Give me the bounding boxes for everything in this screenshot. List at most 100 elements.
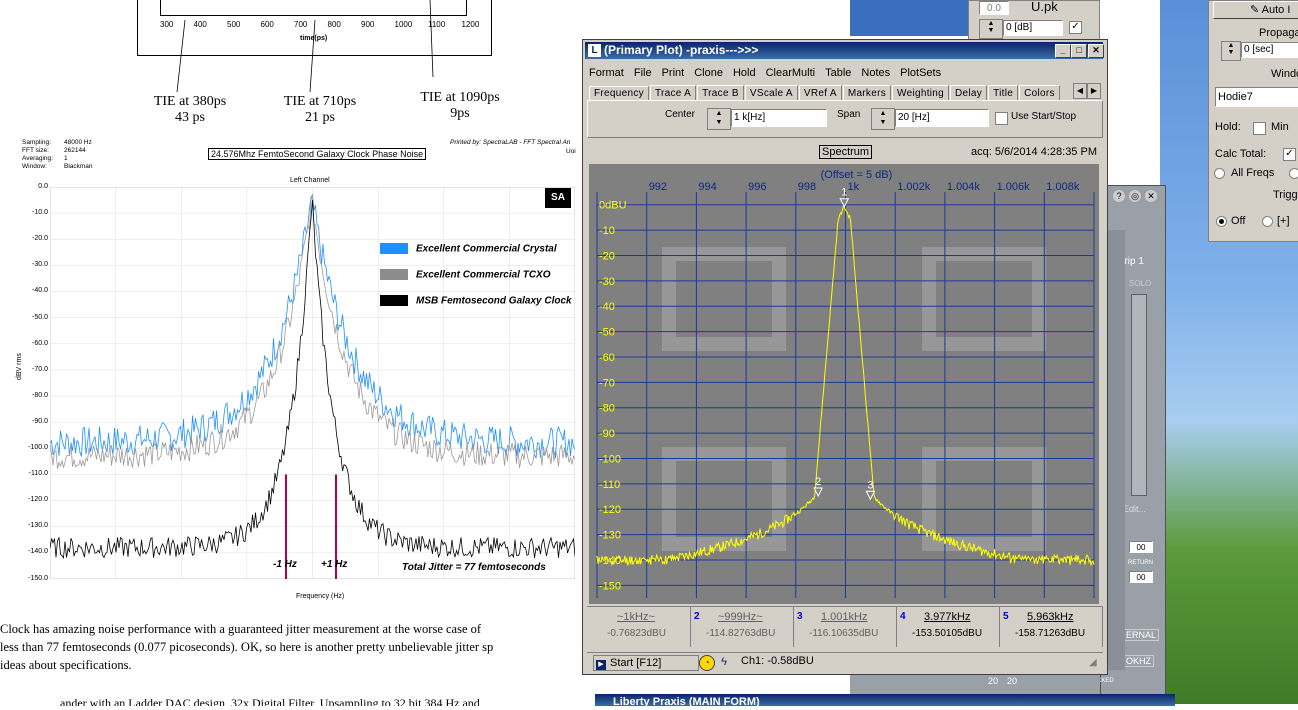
phase-noise-title: 24.576Mhz FemtoSecond Galaxy Clock Phase…: [208, 148, 427, 160]
spectrum-plot[interactable]: 0dBU -10 -20 -30 -40 -50 -60 -70 -80 -90 -100 -110 -…: [589, 164, 1099, 604]
marker-1-triangle[interactable]: [839, 198, 850, 208]
y-tick-label: -120: [599, 504, 621, 516]
marker-number: 5: [1003, 611, 1009, 622]
propagation-label: Propaga: [1259, 27, 1298, 39]
window-select[interactable]: Hodie7: [1215, 87, 1298, 107]
start-button[interactable]: ▶ Start [F12]: [593, 655, 699, 671]
tie-plot-inner: [160, 0, 467, 16]
marker-table-col[interactable]: 1~1kHz~-0.76823dBU: [587, 607, 691, 647]
db-checkbox[interactable]: ✓: [1069, 21, 1082, 34]
tab-frequency[interactable]: Frequency: [589, 86, 649, 101]
startstop-checkbox[interactable]: [995, 112, 1008, 125]
marker-2-triangle[interactable]: [813, 487, 823, 498]
menu-hold[interactable]: Hold: [732, 67, 756, 79]
db-field[interactable]: 0 [dB]: [1003, 20, 1063, 36]
maximize-button[interactable]: □: [1071, 44, 1087, 58]
praxis-titlebar[interactable]: L (Primary Plot) -praxis--->>> _ □ ✕: [585, 42, 1104, 59]
menu-file[interactable]: File: [633, 67, 652, 79]
minimize-button[interactable]: _: [1055, 44, 1071, 58]
mixer-val-00a: 00: [1129, 541, 1153, 553]
tie-x-tick: 400: [193, 20, 207, 29]
marker-value: -153.50105dBU: [912, 628, 983, 639]
tab-title[interactable]: Title: [988, 85, 1019, 101]
mixer-fader-track[interactable]: [1131, 294, 1147, 496]
menu-clone[interactable]: Clone: [694, 67, 723, 79]
marker-table-col[interactable]: 4 3.977kHz -153.50105dBU: [896, 607, 1000, 647]
mixer-close-icon[interactable]: ✕: [1145, 190, 1157, 202]
min-checkbox[interactable]: [1253, 122, 1266, 135]
marker-table-col[interactable]: 5 5.963kHz -158.71263dBU: [999, 607, 1103, 647]
meta-key: FFT size:: [22, 147, 49, 154]
marker-1-label: 1: [841, 187, 847, 199]
tie-label-710: TIE at 710ps 21 ps: [283, 94, 357, 125]
resize-grip[interactable]: ◢: [1089, 657, 1097, 668]
x-tick-label: 992: [649, 181, 667, 193]
sec-spinner[interactable]: ▲ ▼: [1221, 41, 1241, 61]
tab-vref-a[interactable]: VRef A: [798, 85, 842, 101]
mixer-settings-icon[interactable]: ◎: [1129, 190, 1141, 202]
span-field[interactable]: 20 [Hz]: [895, 109, 989, 127]
pn-y-tick: -110.0: [28, 470, 48, 478]
timer-icon[interactable]: ◔: [699, 655, 715, 671]
tab-weighting[interactable]: Weighting: [892, 85, 950, 101]
startstop-label: Use Start/Stop: [1011, 111, 1077, 122]
pn-legend-swatch: [380, 295, 408, 307]
menu-format[interactable]: Format: [589, 67, 624, 79]
y-tick-label: -10: [599, 225, 615, 237]
y-tick-label: -140: [599, 555, 621, 567]
pn-y-tick: -40.0: [32, 287, 48, 295]
close-button[interactable]: ✕: [1088, 44, 1104, 58]
menu-clearmulti[interactable]: ClearMulti: [765, 67, 816, 79]
meta-key: Sampling:: [22, 139, 51, 146]
marker-plus-1hz: +1 Hz: [321, 559, 348, 570]
min-label: Min: [1271, 121, 1289, 133]
mixer-edit[interactable]: Edit...: [1123, 504, 1147, 514]
meta-value: Blackman: [64, 163, 93, 170]
auto-icon: ✎: [1250, 4, 1260, 16]
tab-trace-b[interactable]: Trace B: [697, 85, 744, 101]
menu-print[interactable]: Print: [661, 67, 685, 79]
praxis-title: (Primary Plot) -praxis--->>>: [604, 43, 759, 57]
tab-colors[interactable]: Colors: [1019, 85, 1060, 101]
marker-table-col[interactable]: 2 ~999Hz~ -114.82763dBU: [690, 607, 794, 647]
tab-delay[interactable]: Delay: [950, 85, 988, 101]
mixer-help-icon[interactable]: ?: [1113, 190, 1125, 202]
sec-field[interactable]: 0 [sec]: [1241, 42, 1298, 58]
tab-scroll-left[interactable]: ◀: [1073, 83, 1087, 99]
marker-table-col[interactable]: 3 1.001kHz -116.10635dBU: [793, 607, 897, 647]
pn-y-tick: -20.0: [32, 235, 48, 243]
auto-button[interactable]: ✎ Auto I: [1213, 1, 1298, 19]
span-spinner[interactable]: ▲ ▼: [871, 108, 895, 130]
db-spinner[interactable]: ▲ ▼: [979, 19, 1003, 39]
right-settings-panel: ✎ Auto I Propaga ▲▼ 0 [sec] Windo Hodie7…: [1208, 0, 1298, 242]
mixer-val-00b: 00: [1129, 571, 1153, 583]
calc-total-checkbox[interactable]: ✓: [1283, 148, 1296, 161]
lightning-icon[interactable]: ϟ: [721, 656, 727, 668]
all-freqs-radio[interactable]: [1214, 168, 1225, 179]
praxis-primary-window: L (Primary Plot) -praxis--->>> _ □ ✕ Form…: [582, 39, 1108, 675]
meta-key: Window:: [22, 163, 47, 170]
zero-field[interactable]: 0.0: [979, 1, 1009, 15]
tab-trace-a[interactable]: Trace A: [649, 85, 697, 101]
pn-y-tick: -90.0: [32, 417, 48, 425]
doc-paragraph-2: ander with an Ladder DAC design, 32x Dig…: [0, 696, 480, 706]
y-tick-label: -70: [599, 377, 615, 389]
off-radio[interactable]: [1216, 216, 1227, 227]
menu-notes[interactable]: Notes: [861, 67, 891, 79]
center-field[interactable]: 1 k[Hz]: [731, 109, 827, 127]
plus-radio[interactable]: [1262, 216, 1273, 227]
second-radio[interactable]: [1289, 168, 1298, 179]
tab-markers[interactable]: Markers: [842, 85, 892, 101]
pn-y-tick: -70.0: [32, 365, 48, 373]
mixer-solo[interactable]: SOLO: [1129, 279, 1152, 288]
center-spinner[interactable]: ▲ ▼: [707, 108, 731, 130]
tab-vscale-a[interactable]: VScale A: [744, 85, 798, 101]
menu-table[interactable]: Table: [825, 67, 852, 79]
tab-scroll-right[interactable]: ▶: [1087, 83, 1101, 99]
marker-3-triangle[interactable]: [865, 490, 876, 501]
pn-legend-item: Excellent Commercial TCXO: [380, 266, 551, 284]
marker-freq: 5.963kHz: [1027, 611, 1074, 623]
printed-by: Printed by: SpectraLAB - FFT Spectral An: [450, 139, 571, 146]
menu-plotsets[interactable]: PlotSets: [900, 67, 942, 79]
